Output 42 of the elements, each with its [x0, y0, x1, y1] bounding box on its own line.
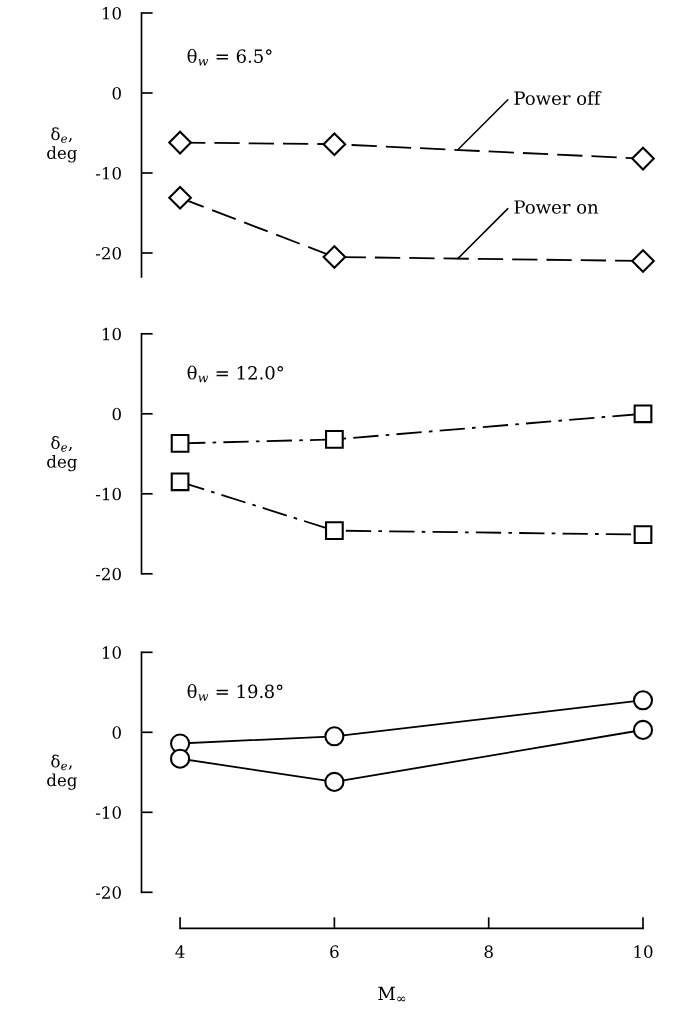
- y-tick-label: -20: [95, 246, 121, 260]
- annotation: Power on: [514, 200, 599, 214]
- point: [632, 719, 654, 740]
- x-axis-title: M$_{∞}$: [378, 986, 406, 1002]
- y-tick-label: -10: [95, 166, 121, 180]
- point: [170, 434, 190, 453]
- point: [322, 245, 347, 269]
- point: [633, 404, 653, 424]
- point: [631, 146, 655, 171]
- annotation: Power off: [514, 91, 602, 106]
- point: [168, 130, 192, 155]
- y-axis-title: δ$_{e}$, deg: [47, 436, 77, 472]
- point: [325, 521, 344, 540]
- x-tick-label: 6: [330, 945, 339, 958]
- point: [633, 525, 653, 544]
- text: θ$_{w}$ = 12.0°: [187, 365, 284, 383]
- y-tick-label: 0: [112, 86, 121, 100]
- point: [170, 472, 190, 492]
- point: [324, 726, 345, 747]
- y-axis-title: δ$_{e}$, deg: [47, 754, 77, 790]
- y-tick-label: 0: [112, 726, 121, 739]
- point: [170, 748, 191, 769]
- point: [324, 771, 345, 792]
- y-tick-label: 0: [112, 407, 121, 421]
- y-tick-label: -20: [95, 567, 121, 581]
- text: θ$_{w}$ = 19.8°: [187, 684, 283, 701]
- x-tick-label: 8: [484, 945, 493, 958]
- text: θ$_{w}$ = 6.5°: [187, 48, 272, 66]
- point: [325, 430, 344, 449]
- point: [168, 185, 192, 210]
- y-tick-label: -10: [95, 806, 121, 819]
- point: [631, 249, 655, 273]
- point: [322, 132, 347, 157]
- y-tick-label: -10: [95, 487, 121, 501]
- point: [632, 690, 654, 711]
- y-tick-label: 10: [102, 646, 121, 659]
- y-tick-label: -20: [95, 886, 121, 899]
- y-tick-label: 10: [102, 327, 121, 341]
- y-axis-title: δ$_{e}$, deg: [47, 127, 77, 163]
- x-tick-label: 4: [175, 945, 185, 958]
- x-tick-label: 10: [634, 945, 653, 958]
- y-tick-label: 10: [102, 6, 121, 20]
